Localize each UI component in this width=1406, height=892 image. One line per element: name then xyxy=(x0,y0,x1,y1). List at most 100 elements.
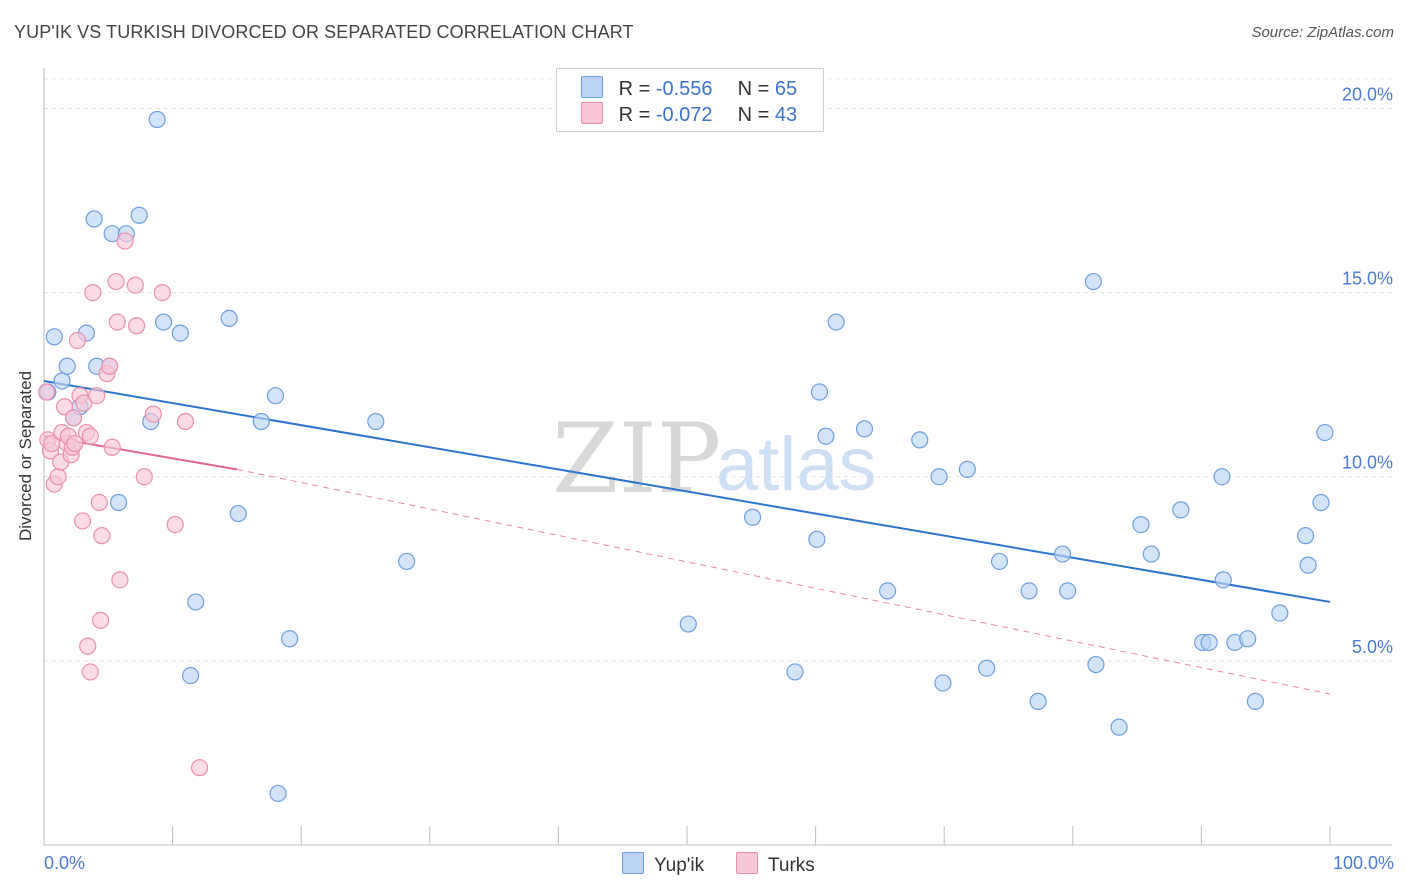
watermark-zip: ZIP xyxy=(552,403,721,515)
bottom-legend-yupik: Yup'ik xyxy=(622,852,704,877)
yupik-point xyxy=(808,530,826,548)
turks-point xyxy=(176,412,195,431)
y-tick-label: 20.0% xyxy=(1342,84,1393,104)
watermark: ZIP atlas xyxy=(552,403,877,515)
turks-point xyxy=(79,637,97,655)
bottom-legend-swatch-yupik xyxy=(622,852,644,874)
yupik-point xyxy=(154,313,173,331)
yupik-point xyxy=(1084,272,1102,291)
yupik-point xyxy=(187,593,205,611)
turks-point xyxy=(81,427,99,445)
yupik-point xyxy=(1239,630,1257,648)
yupik-point xyxy=(1087,655,1105,674)
yupik-point xyxy=(1271,604,1289,622)
bottom-legend-turks: Turks xyxy=(736,852,815,877)
yupik-point xyxy=(1200,633,1218,652)
turks-point xyxy=(75,394,93,412)
legend-n-label: N = xyxy=(737,104,770,126)
turks-point xyxy=(100,357,119,375)
legend-swatch-yupik xyxy=(581,76,603,98)
turks-point xyxy=(81,663,99,681)
turks-point xyxy=(66,434,84,453)
yupik-point xyxy=(148,110,166,129)
trend-line-extension-1 xyxy=(236,468,1331,695)
yupik-point xyxy=(817,427,835,445)
yupik-point xyxy=(281,630,299,648)
yupik-point xyxy=(1110,718,1128,736)
yupik-point xyxy=(1029,692,1047,710)
x-tick-label-min: 0.0% xyxy=(44,853,85,873)
yupik-point xyxy=(978,659,996,677)
turks-point xyxy=(88,387,106,405)
yupik-point xyxy=(1059,582,1077,600)
yupik-point xyxy=(743,508,762,526)
legend-r-value: -0.556 xyxy=(655,78,713,100)
yupik-point xyxy=(1214,571,1232,589)
yupik-point xyxy=(1246,692,1265,710)
y-tick-label: 10.0% xyxy=(1342,453,1393,473)
legend-r-label: R = xyxy=(618,78,651,100)
turks-point xyxy=(111,571,129,589)
legend-row-yupik: R = -0.556 N = 65 xyxy=(581,76,797,102)
turks-point xyxy=(90,493,108,512)
y-tick-labels: 5.0% 10.0% 15.0% 20.0% xyxy=(1342,84,1393,656)
yupik-point xyxy=(1132,516,1150,534)
turks-point xyxy=(108,313,126,331)
yupik-point xyxy=(220,309,238,327)
yupik-point xyxy=(827,313,845,331)
legend-r-value: -0.072 xyxy=(655,104,713,126)
yupik-point xyxy=(1053,545,1072,563)
legend-n-label: N = xyxy=(737,78,770,100)
yupik-point xyxy=(58,357,76,375)
yupik-point xyxy=(1316,423,1334,442)
watermark-atlas: atlas xyxy=(716,422,877,507)
legend-swatch-turks xyxy=(581,102,603,124)
turks-point xyxy=(84,283,102,302)
yupik-point xyxy=(1020,582,1038,600)
yupik-point xyxy=(171,324,189,342)
yupik-point xyxy=(229,504,247,523)
chart-title: YUP'IK VS TURKISH DIVORCED OR SEPARATED … xyxy=(14,22,634,42)
turks-point xyxy=(127,317,146,335)
stats-legend: R = -0.556 N = 65 R = -0.072 N = 43 xyxy=(556,68,824,132)
data-points xyxy=(37,110,1334,803)
yupik-point xyxy=(85,210,103,228)
chart-source: Source: ZipAtlas.com xyxy=(1251,24,1394,41)
turks-point xyxy=(135,468,153,486)
yupik-point xyxy=(855,420,874,438)
yupik-point xyxy=(130,206,148,224)
legend-row-turks: R = -0.072 N = 43 xyxy=(581,102,797,128)
yupik-point xyxy=(1213,468,1231,486)
yupik-point xyxy=(109,493,128,512)
turks-point xyxy=(73,512,92,530)
yupik-point xyxy=(252,412,270,431)
bottom-legend-label-yupik: Yup'ik xyxy=(654,855,705,876)
yupik-point xyxy=(1296,527,1315,545)
yupik-point xyxy=(45,328,63,346)
bottom-legend-label-turks: Turks xyxy=(768,855,815,876)
turks-point xyxy=(153,283,171,302)
turks-point xyxy=(91,611,110,629)
y-tick-label: 5.0% xyxy=(1352,637,1393,657)
turks-point xyxy=(191,759,209,777)
turks-point xyxy=(126,276,144,294)
x-tick-label-max: 100.0% xyxy=(1333,853,1394,873)
legend-n-value: 43 xyxy=(774,104,798,126)
yupik-point xyxy=(1299,556,1317,574)
yupik-point xyxy=(958,460,976,478)
y-tick-label: 15.0% xyxy=(1342,269,1393,289)
turks-point xyxy=(93,527,111,545)
turks-point xyxy=(55,398,74,416)
turks-point xyxy=(116,232,134,250)
turks-point xyxy=(37,383,56,401)
yupik-point xyxy=(398,552,416,571)
yupik-point xyxy=(266,387,285,405)
yupik-point xyxy=(679,615,697,633)
yupik-point xyxy=(1142,545,1160,563)
legend-r-label: R = xyxy=(618,104,651,126)
yupik-point xyxy=(1312,493,1330,512)
turks-point xyxy=(49,468,67,486)
yupik-point xyxy=(182,666,200,685)
yupik-point xyxy=(879,582,897,600)
yupik-point xyxy=(930,468,948,486)
